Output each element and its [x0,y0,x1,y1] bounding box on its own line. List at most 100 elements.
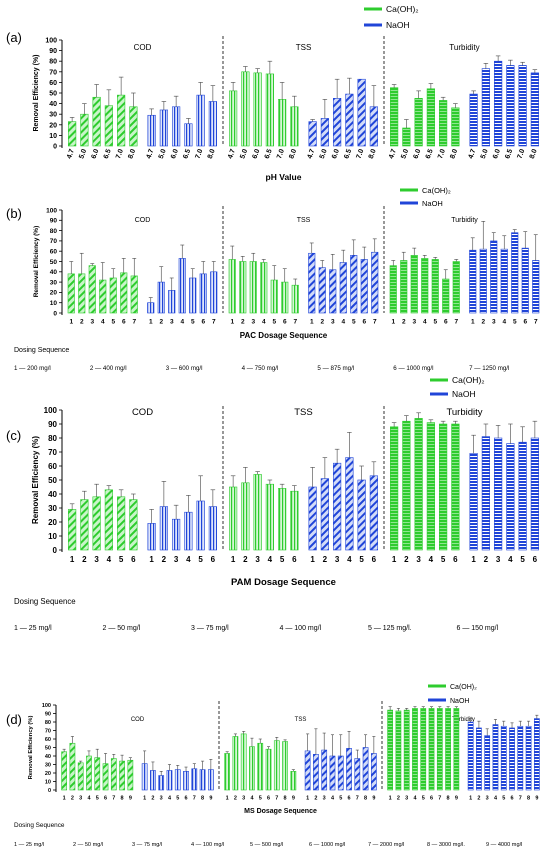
x-tick-label: 2 [402,319,406,326]
x-axis-title: MS Dosage Sequence [244,808,317,815]
x-tick-label: 5 [111,319,115,326]
y-tick-label: 80 [49,59,57,66]
x-tick-label: 5 [176,796,179,802]
bar [421,258,429,314]
bar [129,106,138,147]
bar [530,72,539,147]
panel-label: (c) [6,428,21,443]
bar [395,710,402,791]
section-title: COD [135,217,151,224]
bar [109,277,117,314]
bar [92,96,101,147]
x-tick-label: 7 [534,319,538,326]
dosing-item: 3 — 600 mg/l [166,365,203,372]
bar [369,106,378,147]
x-tick-label: 6 [430,796,433,802]
x-tick-label: 1 [149,555,154,564]
bar [210,271,218,314]
bar [320,118,329,147]
y-tick-label: 50 [45,745,51,751]
x-tick-label: 7.0 [276,148,286,160]
bar [481,436,490,551]
x-tick-label: 4.7 [388,148,398,160]
dosing-item: 1 — 25 mg/l [14,625,52,632]
x-tick-label: 4 [186,555,191,564]
legend-label: Ca(OH)₂ [452,375,485,385]
bar [241,482,250,551]
bar [150,770,156,791]
bar [232,736,239,791]
dosing-item: 3 — 75 mg/l [132,842,162,848]
dosing-item: 4 — 750 mg/l [242,365,279,372]
x-tick-label: 7 [373,319,377,326]
bar [208,101,217,147]
y-tick-label: 80 [50,228,58,235]
x-tick-label: 8.0 [127,148,137,160]
bar [196,500,205,551]
x-tick-label: 6.5 [425,148,435,160]
x-tick-label: 5 [520,555,525,564]
bar [69,742,76,791]
legend-label: Ca(OH)₂ [422,186,451,195]
bar [517,725,524,791]
bar [321,749,328,791]
x-tick-label: 7.0 [517,148,527,160]
y-tick-label: 70 [45,728,51,734]
y-tick-label: 10 [49,133,57,140]
bar [257,742,264,791]
bar [178,258,186,314]
x-tick-label: 6 [523,319,527,326]
section-title: TSS [294,407,312,418]
x-tick-label: 1 [230,319,234,326]
x-tick-label: 6 [201,319,205,326]
bar [102,763,109,791]
y-tick-label: 10 [50,300,58,307]
y-tick-label: 30 [48,504,57,513]
x-tick-label: 5.0 [400,148,410,160]
bar [445,708,451,791]
section-title: Turbidity [451,217,478,224]
bar [172,106,181,147]
y-tick-label: 40 [49,101,57,108]
chart-panel-4: (d) Ca(OH)₂ NaOH 0 10 20 30 40 50 60 70 80 90 100 Remo… [6,684,540,848]
x-tick-label: 4.7 [66,148,76,160]
x-tick-label: 6 [104,796,107,802]
x-tick-label: 6 [131,555,136,564]
x-tick-label: 3 [492,319,496,326]
x-tick-label: 2 [404,555,409,564]
bar [533,718,540,791]
section-title: COD [134,43,152,52]
x-tick-label: 5 [280,555,285,564]
bar [196,94,205,147]
bar [278,488,287,551]
x-tick-label: 1 [231,555,236,564]
bar [387,709,394,791]
y-tick-label: 0 [53,310,57,317]
bar [371,251,379,314]
x-tick-label: 2 [320,319,324,326]
bar [518,441,527,551]
x-tick-label: 8.0 [207,148,217,160]
bar [308,121,317,147]
y-axis-title: Removal Efficiency (%) [33,226,40,298]
bar [224,753,231,791]
bar [525,725,532,791]
section-title: Turbidity [449,43,479,52]
bar [270,279,278,314]
x-tick-label: 3 [331,319,335,326]
bar [337,755,344,791]
chart-panel-3: (c) Ca(OH)₂ NaOH 0 10 20 30 40 50 60 70 80 90 100 Remo… [6,375,539,632]
bar [439,100,448,147]
bar [282,741,288,791]
bar [110,758,117,791]
bar [278,99,287,147]
bar [104,105,113,147]
bar [500,725,507,791]
bar [402,420,411,551]
y-tick-label: 20 [45,771,51,777]
y-tick-label: 90 [50,218,58,225]
x-tick-label: 5 [339,796,342,802]
x-tick-label: 7 [519,796,522,802]
bar [119,760,125,791]
bar [509,727,515,791]
